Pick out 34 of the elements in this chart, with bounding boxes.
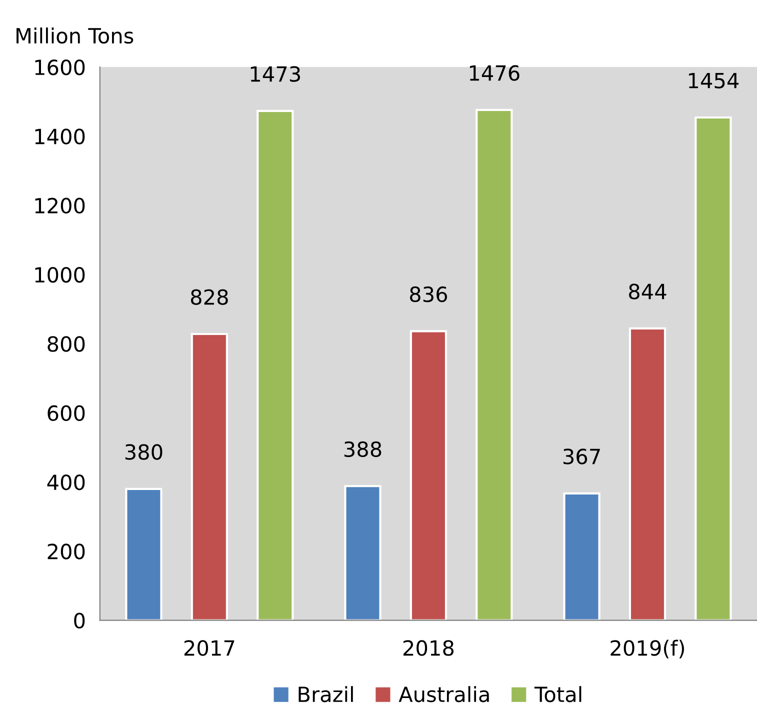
bar [190, 332, 228, 620]
data-label: 828 [190, 289, 228, 305]
y-tick-label: 0 [74, 612, 85, 629]
x-tick-label: 2018 [403, 640, 454, 656]
y-axis-title: Million Tons [16, 27, 134, 44]
bar [628, 327, 666, 620]
bar [563, 492, 600, 620]
data-label: 388 [344, 441, 382, 458]
bar [694, 116, 732, 620]
y-tick-label: 600 [48, 405, 85, 422]
data-label: 367 [563, 448, 600, 464]
data-label: 844 [629, 284, 666, 300]
data-label: 1473 [250, 66, 300, 82]
data-label: 380 [125, 444, 162, 460]
x-tick-label: 2017 [184, 640, 234, 656]
legend-label: Total [534, 686, 582, 702]
data-label: 1454 [688, 72, 739, 88]
y-tick-label: 400 [47, 474, 85, 490]
bar [125, 488, 162, 620]
bar [344, 485, 382, 620]
bar [476, 108, 513, 620]
y-tick-label: 1200 [35, 198, 85, 214]
data-label: 1476 [470, 65, 520, 81]
y-tick-label: 1400 [35, 128, 85, 144]
bar [410, 330, 448, 620]
data-label: 836 [410, 286, 448, 302]
legend-label: Brazil [298, 686, 353, 702]
y-tick-label: 800 [48, 336, 85, 352]
y-tick-label: 1600 [35, 59, 85, 76]
bar [256, 110, 294, 620]
legend-label: Australia [398, 686, 489, 702]
y-tick-label: 200 [48, 544, 85, 560]
y-tick-label: 1000 [35, 266, 85, 283]
x-tick-label: 2019(f) [610, 640, 684, 658]
